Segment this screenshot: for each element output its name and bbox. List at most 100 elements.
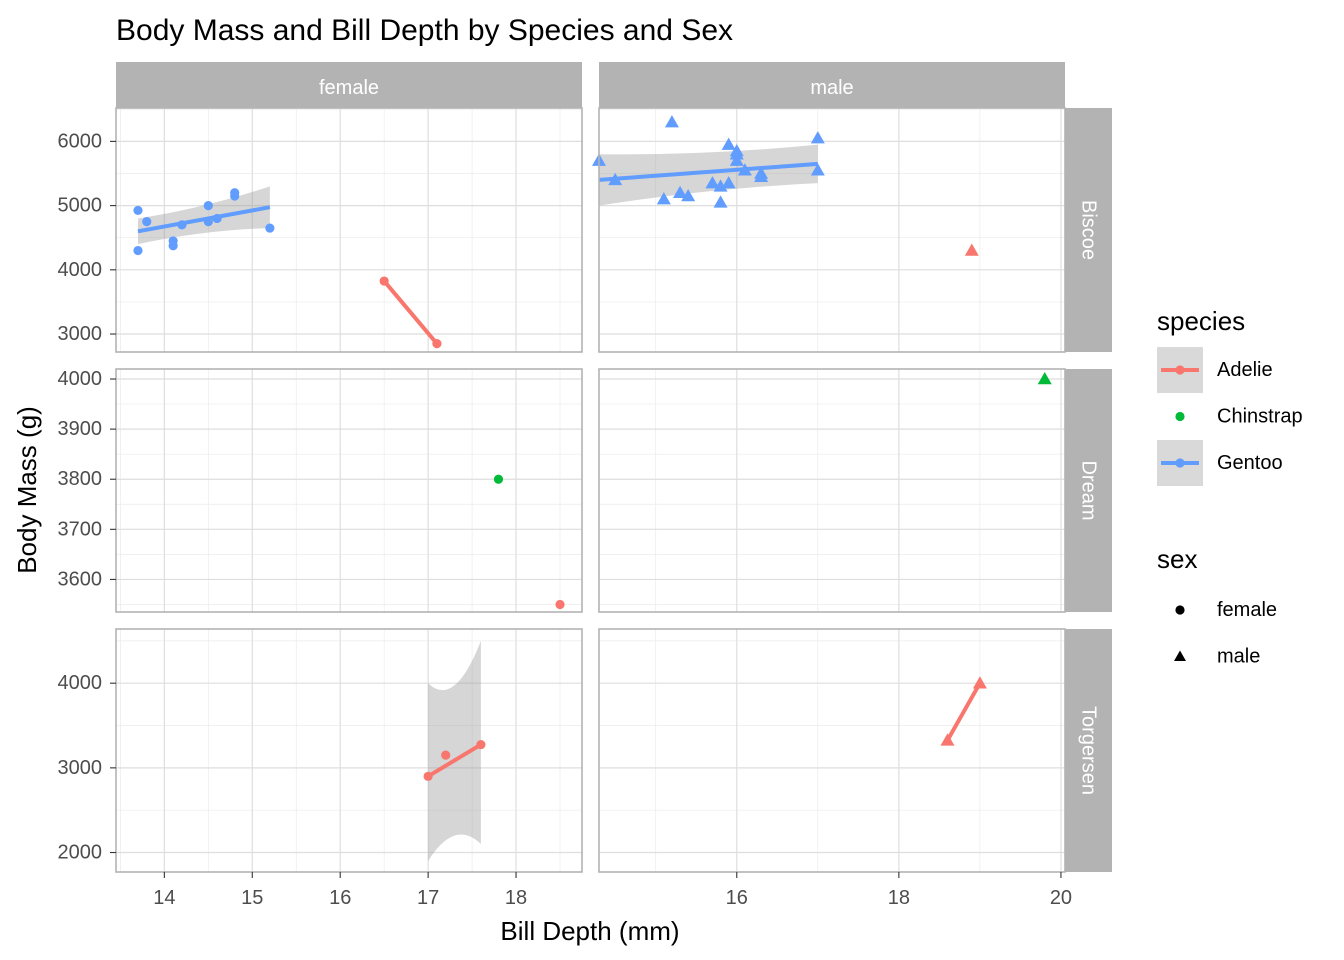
point-gentoo [265, 223, 275, 233]
x-tick-label: 17 [417, 887, 439, 909]
x-tick-label: 20 [1050, 887, 1072, 909]
point-chinstrap [1037, 372, 1052, 385]
point-chinstrap [493, 474, 504, 484]
panel-data-torgersen-male [940, 676, 987, 746]
point-gentoo [721, 176, 736, 189]
y-tick-label: 3700 [58, 518, 103, 540]
legend-label-male: male [1217, 646, 1260, 668]
x-axis-title: Bill Depth (mm) [500, 916, 679, 946]
point-gentoo [230, 188, 240, 198]
y-tick-label: 5000 [58, 195, 103, 217]
point-gentoo [729, 153, 744, 166]
panel-biscoe-female [116, 108, 582, 352]
legend-key-triangle [1174, 650, 1186, 661]
strip-female [116, 62, 582, 108]
y-tick-label: 4000 [58, 368, 103, 390]
point-gentoo [713, 195, 728, 208]
panel-border [598, 107, 1066, 353]
panel-data-dream-male [1037, 372, 1052, 385]
point-gentoo [810, 131, 825, 144]
legend-sex-title: sex [1157, 544, 1197, 574]
point-adelie [555, 599, 565, 610]
fit-line-adelie [427, 742, 482, 779]
panel-border [115, 368, 583, 613]
panel-border [598, 368, 1066, 613]
x-tick-label: 15 [241, 887, 263, 909]
strip-dream [1065, 369, 1112, 612]
y-tick-label: 4000 [58, 672, 103, 694]
strip-label-biscoe: Biscoe [1078, 200, 1100, 260]
strip-label-male: male [810, 77, 853, 99]
y-tick-label: 3900 [58, 418, 103, 440]
legend-key-gentoo: Gentoo [1157, 440, 1283, 486]
panel-border [115, 628, 583, 873]
panel-data-biscoe-female [133, 186, 442, 349]
panel-data-biscoe-male [592, 115, 979, 256]
fit-line-gentoo [137, 205, 271, 234]
panel-dream-female [116, 369, 582, 612]
panel-background [599, 629, 1065, 872]
legend-key-point [1175, 365, 1185, 375]
legend-key-circle [1175, 605, 1185, 615]
legend-key-point [1175, 411, 1185, 422]
strip-label-female: female [319, 77, 379, 99]
point-gentoo [754, 169, 769, 182]
panel-torgersen-male [599, 629, 1065, 872]
legend: species Adelie Chinstrap Gentoo sex female… [1157, 306, 1303, 668]
point-gentoo [673, 185, 688, 199]
point-gentoo [133, 245, 143, 256]
panel-data-torgersen-female [423, 640, 486, 861]
panel-background [599, 369, 1065, 612]
panel-border [598, 628, 1066, 873]
strip-label-dream: Dream [1078, 460, 1100, 520]
x-tick-label: 16 [329, 887, 351, 909]
y-tick-label: 3000 [58, 323, 103, 345]
point-gentoo [133, 205, 143, 216]
confidence-band-gentoo [137, 186, 270, 245]
point-gentoo [203, 201, 213, 211]
strip-torgersen [1065, 629, 1112, 872]
point-gentoo [656, 192, 671, 205]
point-gentoo [705, 176, 720, 189]
legend-key-male: male [1174, 646, 1260, 668]
y-tick-label: 3000 [58, 757, 103, 779]
panel-background [116, 629, 582, 872]
point-gentoo [168, 241, 178, 251]
legend-sex-keys: female male [1174, 599, 1277, 668]
y-tick-label: 6000 [58, 130, 103, 152]
panel-biscoe-male [599, 108, 1065, 352]
y-tick-label: 3600 [58, 568, 103, 590]
y-tick-label: 4000 [58, 259, 103, 281]
confidence-band-adelie [428, 640, 481, 861]
point-gentoo [713, 179, 728, 192]
y-axis-title: Body Mass (g) [12, 406, 42, 574]
fit-line-adelie [945, 682, 982, 742]
panel-background [116, 108, 582, 352]
point-adelie [964, 243, 979, 256]
panel-torgersen-female [116, 629, 582, 872]
panel-background [116, 369, 582, 612]
legend-species-keys: Adelie Chinstrap Gentoo [1157, 347, 1303, 486]
point-gentoo [664, 115, 679, 128]
y-tick-label: 3800 [58, 468, 103, 490]
panel-data-dream-female [493, 474, 565, 610]
strip-biscoe [1065, 108, 1112, 352]
legend-key-point [1175, 458, 1185, 468]
facet-panels: female male Biscoe Dream Torgersen 3000 4000 50… [58, 62, 1112, 909]
legend-key-female: female [1175, 599, 1277, 621]
point-gentoo [810, 163, 825, 176]
legend-label-female: female [1217, 599, 1277, 621]
confidence-band-gentoo [599, 144, 818, 206]
x-tick-label: 16 [726, 887, 748, 909]
point-gentoo [142, 217, 152, 227]
point-gentoo [729, 147, 744, 160]
legend-label-chinstrap: Chinstrap [1217, 406, 1303, 428]
x-tick-label: 18 [505, 887, 527, 909]
chart-title: Body Mass and Bill Depth by Species and … [116, 14, 733, 47]
fit-line-gentoo [598, 161, 818, 182]
panel-dream-male [599, 369, 1065, 612]
legend-key-chinstrap: Chinstrap [1175, 406, 1303, 428]
point-adelie [441, 750, 451, 760]
panel-background [599, 108, 1065, 352]
